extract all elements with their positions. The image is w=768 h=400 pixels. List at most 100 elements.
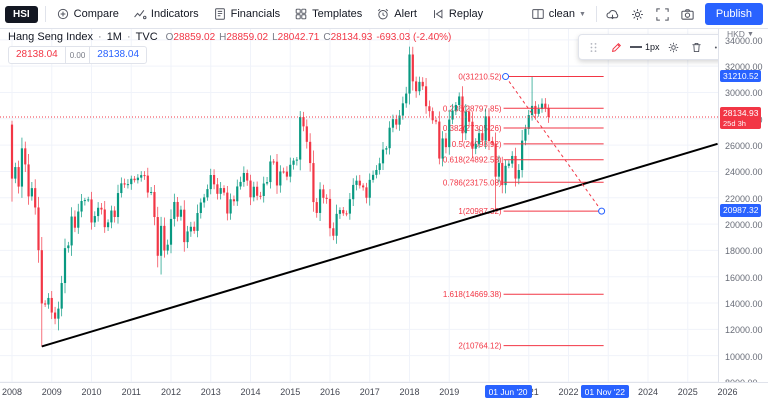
time-axis[interactable]: 2008 2009 2010 2011 2012 2013 2014 2015 2016 2017… bbox=[0, 382, 768, 400]
chart-pane: 0(31210.52)0.236(28797.85)0.382(27305.26… bbox=[0, 28, 768, 388]
time-tick-label: 2018 bbox=[399, 387, 420, 397]
pencil-icon bbox=[611, 42, 621, 52]
price-tick-label: 10000.00 bbox=[725, 351, 763, 362]
financials-button[interactable]: Financials bbox=[206, 3, 288, 25]
interval-label[interactable]: 1M bbox=[106, 31, 122, 43]
last-price-badge: 28134.93 25d 3h bbox=[720, 107, 762, 130]
compare-label: Compare bbox=[73, 8, 119, 20]
svg-text:1.618(14669.38): 1.618(14669.38) bbox=[443, 290, 502, 299]
price-scale-currency[interactable]: HKD ▼ bbox=[727, 29, 754, 39]
compare-icon bbox=[56, 7, 70, 21]
toolbar-divider bbox=[44, 6, 46, 22]
price-tick-label: 34000.00 bbox=[725, 35, 763, 46]
price-scale[interactable]: HKD ▼ 34000.0032000.0030000.0028000.0026… bbox=[718, 28, 768, 388]
drag-handle[interactable] bbox=[582, 37, 604, 57]
price-tick-label: 26000.00 bbox=[725, 141, 763, 152]
fib-anchor-date-badge: 01 Nov '22 bbox=[580, 385, 629, 398]
fullscreen-button[interactable] bbox=[650, 3, 675, 25]
replay-button[interactable]: Replay bbox=[424, 3, 490, 25]
templates-icon bbox=[294, 7, 308, 21]
line-sample-icon bbox=[630, 46, 642, 48]
layout-button[interactable]: clean ▼ bbox=[524, 3, 593, 25]
cloud-icon bbox=[606, 9, 619, 19]
line-width-label: 1px bbox=[645, 42, 660, 52]
symbol-button[interactable]: HSI bbox=[5, 5, 38, 23]
time-tick-label: 2010 bbox=[81, 387, 102, 397]
close-value: 28134.93 bbox=[330, 32, 373, 43]
layout-icon bbox=[531, 7, 545, 21]
grid-lines bbox=[0, 28, 718, 382]
time-tick-label: 2019 bbox=[439, 387, 460, 397]
delete-drawing-button[interactable] bbox=[686, 37, 708, 57]
price-tick-label: 12000.00 bbox=[725, 325, 763, 336]
line-color-button[interactable] bbox=[605, 37, 627, 57]
buy-sell-widget: 28138.04 0.00 28138.04 bbox=[8, 46, 148, 64]
time-tick-label: 2016 bbox=[319, 387, 341, 397]
settings-button[interactable] bbox=[625, 3, 650, 25]
svg-text:1(20987.32): 1(20987.32) bbox=[458, 207, 501, 216]
svg-text:0.236(28797.85): 0.236(28797.85) bbox=[443, 104, 502, 113]
fib-level-lines[interactable] bbox=[503, 76, 604, 347]
svg-text:0.618(24892.58): 0.618(24892.58) bbox=[443, 156, 502, 165]
symbol-title[interactable]: Hang Seng Index bbox=[8, 31, 94, 43]
cloud-save-button[interactable] bbox=[600, 3, 625, 25]
financials-label: Financials bbox=[230, 8, 281, 20]
templates-button[interactable]: Templates bbox=[287, 3, 369, 25]
trendline[interactable] bbox=[41, 142, 718, 348]
alert-clock-icon bbox=[376, 7, 390, 21]
change-value: -693.03 (-2.40%) bbox=[376, 32, 452, 43]
chart-legend: Hang Seng Index · 1M · TVC O28859.02 H28… bbox=[8, 31, 451, 64]
publish-button[interactable]: Publish bbox=[704, 3, 763, 25]
price-tick-label: 24000.00 bbox=[725, 167, 763, 178]
time-tick-label: 2012 bbox=[160, 387, 182, 397]
alert-label: Alert bbox=[394, 8, 417, 20]
price-tick-label: 14000.00 bbox=[725, 299, 763, 310]
time-tick-label: 2015 bbox=[280, 387, 301, 397]
compare-button[interactable]: Compare bbox=[49, 3, 126, 25]
fullscreen-icon bbox=[656, 7, 669, 21]
fib-anchor-b-handle[interactable] bbox=[598, 207, 606, 215]
price-tick-label: 18000.00 bbox=[725, 246, 763, 257]
ohlc-values: O28859.02 H28859.02 L28042.71 C28134.93 … bbox=[165, 32, 452, 43]
replay-icon bbox=[431, 7, 445, 21]
trash-icon bbox=[692, 42, 701, 52]
line-width-button[interactable]: 1px bbox=[628, 37, 662, 57]
legend-separator: · bbox=[98, 31, 102, 43]
indicators-button[interactable]: Indicators bbox=[126, 3, 206, 25]
time-tick-label: 2024 bbox=[637, 387, 659, 397]
candles bbox=[10, 46, 550, 347]
buy-button[interactable]: 28138.04 bbox=[89, 46, 148, 64]
svg-text:2(10764.12): 2(10764.12) bbox=[458, 342, 501, 351]
sell-button[interactable]: 28138.04 bbox=[8, 46, 66, 64]
time-tick-label: 2014 bbox=[240, 387, 261, 397]
drawing-settings-button[interactable] bbox=[663, 37, 685, 57]
more-options-button[interactable] bbox=[709, 37, 718, 57]
top-toolbar: HSI Compare Indicators Financials Templa bbox=[0, 0, 768, 29]
high-value: 28859.02 bbox=[226, 32, 269, 43]
time-tick-label: 2011 bbox=[121, 387, 141, 397]
time-tick-label: 2025 bbox=[677, 387, 698, 397]
chart-plot-area[interactable]: 0(31210.52)0.236(28797.85)0.382(27305.26… bbox=[0, 28, 718, 382]
alert-button[interactable]: Alert bbox=[369, 3, 424, 25]
indicators-label: Indicators bbox=[150, 8, 199, 20]
chart-plot: 0(31210.52)0.236(28797.85)0.382(27305.26… bbox=[0, 28, 718, 382]
ellipsis-icon bbox=[714, 46, 717, 48]
spread-value: 0.00 bbox=[65, 46, 90, 64]
bar-countdown: 25d 3h bbox=[723, 118, 746, 128]
price-tick-label: 22000.00 bbox=[725, 193, 763, 204]
caret-down-icon: ▼ bbox=[578, 10, 586, 18]
svg-text:0(31210.52): 0(31210.52) bbox=[458, 73, 501, 82]
layout-name-label: clean bbox=[548, 8, 575, 20]
price-tick-label: 16000.00 bbox=[725, 272, 763, 283]
drawing-floating-toolbar: 1px bbox=[578, 34, 718, 60]
time-tick-label: 2017 bbox=[359, 387, 380, 397]
time-tick-label: 2008 bbox=[1, 387, 23, 397]
toolbar-divider bbox=[595, 6, 597, 22]
exchange-label: TVC bbox=[135, 31, 158, 43]
time-tick-label: 2026 bbox=[717, 387, 738, 397]
fib-anchor-a-handle[interactable] bbox=[502, 73, 510, 81]
screenshot-button[interactable] bbox=[675, 3, 700, 25]
fib-bottom-price-badge: 20987.32 bbox=[720, 204, 762, 217]
time-tick-label: 2022 bbox=[558, 387, 579, 397]
